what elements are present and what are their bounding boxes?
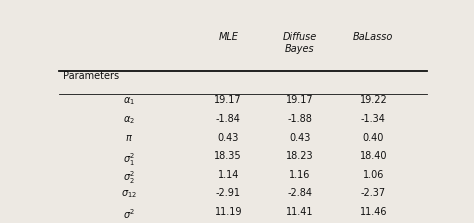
Text: $\sigma_2^2$: $\sigma_2^2$ [123, 170, 135, 186]
Text: 1.06: 1.06 [363, 170, 384, 180]
Text: $\sigma_{12}$: $\sigma_{12}$ [121, 188, 137, 200]
Text: -1.34: -1.34 [361, 114, 386, 124]
Text: 19.17: 19.17 [214, 95, 242, 105]
Text: 19.17: 19.17 [286, 95, 314, 105]
Text: -1.88: -1.88 [287, 114, 312, 124]
Text: $\alpha_1$: $\alpha_1$ [123, 95, 135, 107]
Text: -2.84: -2.84 [287, 188, 312, 198]
Text: 18.40: 18.40 [360, 151, 387, 161]
Text: 11.46: 11.46 [360, 207, 387, 217]
Text: 0.43: 0.43 [289, 132, 310, 142]
Text: 18.35: 18.35 [214, 151, 242, 161]
Text: $\sigma^2$: $\sigma^2$ [123, 207, 135, 221]
Text: -2.91: -2.91 [216, 188, 241, 198]
Text: Parameters: Parameters [63, 71, 119, 81]
Text: -1.84: -1.84 [216, 114, 241, 124]
Text: 19.22: 19.22 [359, 95, 387, 105]
Text: 1.14: 1.14 [218, 170, 239, 180]
Text: 11.19: 11.19 [214, 207, 242, 217]
Text: 1.16: 1.16 [289, 170, 310, 180]
Text: 0.43: 0.43 [218, 132, 239, 142]
Text: MLE: MLE [219, 32, 238, 42]
Text: $\sigma_1^2$: $\sigma_1^2$ [123, 151, 135, 168]
Text: Diffuse
Bayes: Diffuse Bayes [283, 32, 317, 54]
Text: 0.40: 0.40 [363, 132, 384, 142]
Text: 18.23: 18.23 [286, 151, 314, 161]
Text: -2.37: -2.37 [361, 188, 386, 198]
Text: BaLasso: BaLasso [353, 32, 393, 42]
Text: $\alpha_2$: $\alpha_2$ [123, 114, 135, 126]
Text: 11.41: 11.41 [286, 207, 314, 217]
Text: $\pi$: $\pi$ [125, 132, 133, 142]
